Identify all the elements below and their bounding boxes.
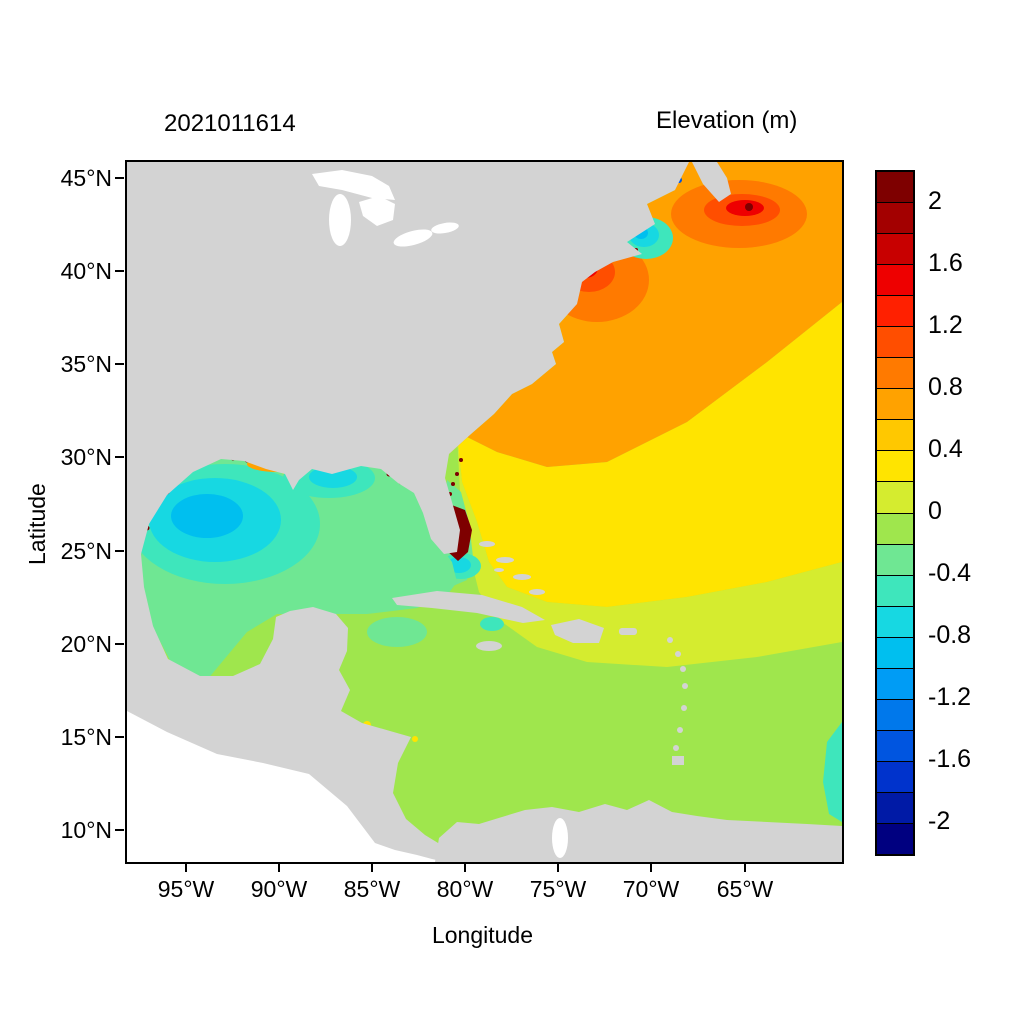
colorbar-tick-label: -0.4 — [928, 559, 972, 587]
land-north-central-america — [127, 162, 689, 862]
island-jamaica — [476, 641, 502, 651]
y-tick-label: 40°N — [60, 258, 112, 284]
y-tick-label: 15°N — [60, 724, 112, 750]
cuba-south-teal-spot — [480, 617, 504, 631]
colorbar-band — [877, 822, 913, 855]
colorbar-band — [877, 481, 913, 513]
islands-lesser-antilles — [667, 637, 688, 751]
colorbar-tick-label: -2 — [928, 807, 951, 835]
y-tick-label: 35°N — [60, 351, 112, 377]
x-tick-mark — [278, 863, 280, 872]
x-tick-label: 75°W — [529, 876, 587, 902]
map-canvas — [127, 162, 842, 862]
x-axis-title: Longitude — [431, 922, 534, 948]
x-tick-label: 80°W — [436, 876, 494, 902]
lake-superior — [312, 170, 395, 200]
land-nova-scotia — [692, 162, 731, 202]
y-tick-mark — [115, 363, 124, 365]
florida-coast-red-speckles — [448, 458, 463, 496]
colorbar-band — [877, 636, 913, 668]
island-cuba — [392, 591, 545, 623]
y-tick-label: 25°N — [60, 538, 112, 564]
x-tick-label: 70°W — [622, 876, 680, 902]
atlantic-yellowgreen-region — [457, 432, 842, 667]
gulf-of-maine-core — [726, 200, 764, 216]
colorbar — [875, 170, 915, 856]
colorbar-tick-label: 0.8 — [928, 373, 963, 401]
colorbar-band — [877, 264, 913, 296]
x-tick-mark — [371, 863, 373, 872]
great-lakes — [312, 170, 459, 247]
colorbar-band — [877, 357, 913, 389]
colorbar-tick-label: 0 — [928, 497, 942, 525]
colorbar-band — [877, 543, 913, 575]
lake-maracaibo — [552, 818, 568, 858]
colorbar-band — [877, 791, 913, 823]
colorbar-tick-label: -1.2 — [928, 683, 972, 711]
lake-erie — [393, 229, 433, 247]
colorbar-band — [877, 233, 913, 265]
lake-michigan — [329, 194, 351, 246]
colorbar-tick-label: -0.8 — [928, 621, 972, 649]
x-tick-mark — [650, 863, 652, 872]
x-tick-mark — [185, 863, 187, 872]
x-tick-mark — [464, 863, 466, 872]
colorbar-band — [877, 605, 913, 637]
atlantic-yellow-region — [457, 302, 842, 607]
colorbar-band — [877, 667, 913, 699]
y-tick-mark — [115, 736, 124, 738]
colorbar-band — [877, 729, 913, 761]
pacific-outside-domain — [127, 711, 445, 862]
islands-bahamas — [479, 541, 545, 595]
y-tick-label: 20°N — [60, 631, 112, 657]
x-tick-mark — [744, 863, 746, 872]
x-tick-mark — [557, 863, 559, 872]
colorbar-tick-label: 0.4 — [928, 435, 963, 463]
y-tick-mark — [115, 643, 124, 645]
x-tick-label: 95°W — [157, 876, 215, 902]
colorbar-band — [877, 574, 913, 606]
y-tick-label: 45°N — [60, 165, 112, 191]
y-tick-mark — [115, 829, 124, 831]
map-panel — [125, 160, 844, 864]
southeast-edge-teal — [823, 722, 842, 822]
ne-gulf-cyan — [309, 466, 357, 488]
island-trinidad — [672, 756, 684, 765]
gulf-cyan-core — [171, 494, 243, 538]
yucatan-channel-green — [367, 617, 427, 647]
colorbar-tick-label: 2 — [928, 187, 942, 215]
y-tick-label: 10°N — [60, 817, 112, 843]
colorbar-tick-label: -1.6 — [928, 745, 972, 773]
colorbar-band — [877, 295, 913, 327]
colorbar-band — [877, 202, 913, 234]
y-tick-mark — [115, 270, 124, 272]
y-tick-mark — [115, 456, 124, 458]
colorbar-band — [877, 326, 913, 358]
gulf-of-maine-dark — [745, 203, 753, 211]
colorbar-band — [877, 450, 913, 482]
colorbar-band — [877, 760, 913, 792]
colorbar-band — [877, 388, 913, 420]
y-tick-label: 30°N — [60, 444, 112, 470]
lake-ontario — [431, 222, 459, 234]
colorbar-band — [877, 698, 913, 730]
island-hispaniola — [551, 619, 604, 643]
island-puerto-rico — [619, 628, 637, 635]
timestamp-title: 2021011614 — [164, 110, 296, 137]
colorbar-tick-label: 1.2 — [928, 311, 963, 339]
colorbar-band — [877, 172, 913, 203]
x-tick-label: 90°W — [250, 876, 308, 902]
x-tick-label: 85°W — [343, 876, 401, 902]
colorbar-tick-label: 1.6 — [928, 249, 963, 277]
colorbar-band — [877, 512, 913, 544]
y-tick-mark — [115, 177, 124, 179]
y-tick-mark — [115, 550, 124, 552]
x-tick-label: 65°W — [716, 876, 774, 902]
lake-huron — [359, 196, 395, 226]
land-south-america — [435, 800, 842, 862]
colorbar-title: Elevation (m) — [656, 107, 798, 134]
colorbar-band — [877, 419, 913, 451]
